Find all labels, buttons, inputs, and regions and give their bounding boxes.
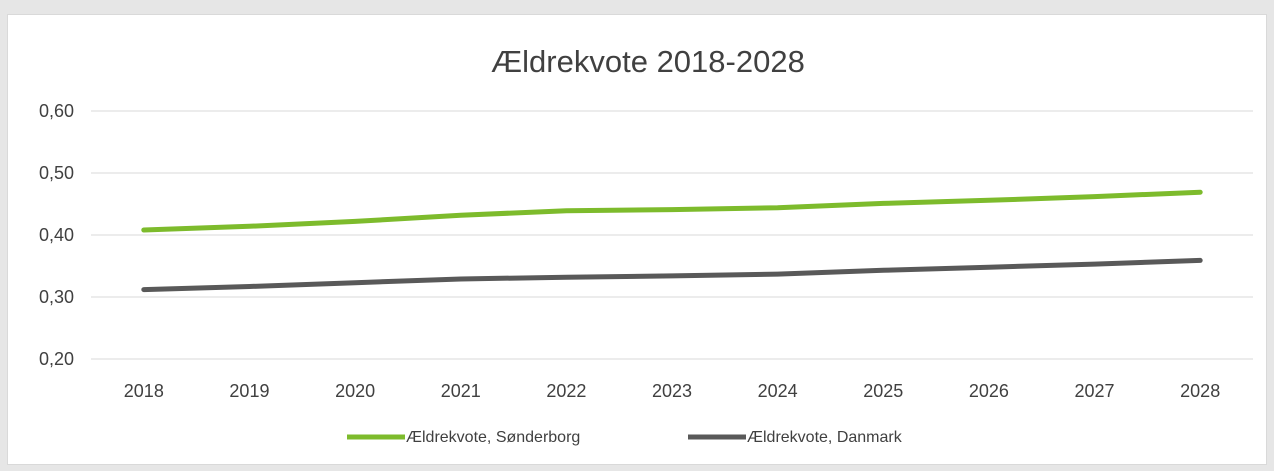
- x-tick-label: 2023: [652, 381, 692, 401]
- line-chart: Ældrekvote 2018-2028 0,20 0,30 0,40 0,50 0,6…: [39, 44, 1253, 446]
- y-axis-ticks: 0,20 0,30 0,40 0,50 0,60: [39, 101, 74, 369]
- y-tick-label: 0,30: [39, 287, 74, 307]
- x-tick-label: 2028: [1180, 381, 1220, 401]
- x-tick-label: 2024: [758, 381, 798, 401]
- y-tick-label: 0,40: [39, 225, 74, 245]
- x-tick-label: 2020: [335, 381, 375, 401]
- x-tick-label: 2022: [546, 381, 586, 401]
- chart-title: Ældrekvote 2018-2028: [491, 44, 805, 79]
- x-tick-label: 2019: [229, 381, 269, 401]
- legend-label: Ældrekvote, Sønderborg: [406, 429, 580, 446]
- x-tick-label: 2021: [441, 381, 481, 401]
- y-tick-label: 0,20: [39, 349, 74, 369]
- x-tick-label: 2018: [124, 381, 164, 401]
- chart-frame: Ældrekvote 2018-2028 0,20 0,30 0,40 0,50 0,6…: [7, 14, 1267, 465]
- y-tick-label: 0,60: [39, 101, 74, 121]
- legend-label: Ældrekvote, Danmark: [747, 429, 903, 446]
- x-axis-ticks: 2018 2019 2020 2021 2022 2023 2024 2025 2026 2027…: [124, 381, 1220, 401]
- gridlines: [91, 110, 1253, 360]
- x-tick-label: 2026: [969, 381, 1009, 401]
- y-tick-label: 0,50: [39, 163, 74, 183]
- series-lines: [141, 189, 1203, 293]
- series-line-2: [141, 257, 1203, 293]
- x-tick-label: 2025: [863, 381, 903, 401]
- series-line-1: [141, 189, 1203, 233]
- legend: Ældrekvote, Sønderborg Ældrekvote, Danmar…: [347, 429, 903, 446]
- x-tick-label: 2027: [1075, 381, 1115, 401]
